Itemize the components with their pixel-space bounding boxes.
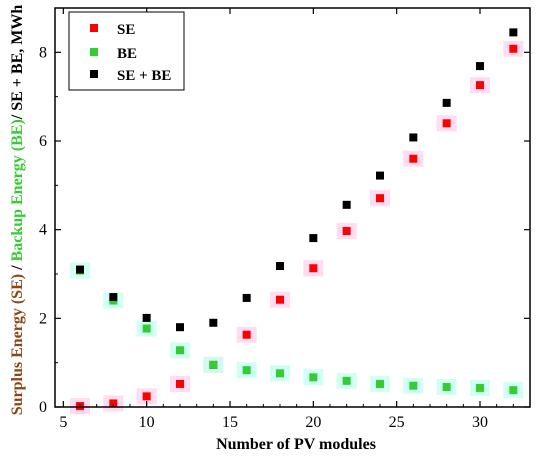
tick-labels: 5 10 15 20 25 30 0 2 4 6 8 [39, 44, 488, 431]
legend-box [68, 11, 185, 91]
data-point-se [476, 81, 484, 90]
data-point-se [109, 399, 118, 408]
data-point-be [376, 379, 384, 388]
data-point-se [142, 392, 151, 401]
data-point-se-be [76, 265, 84, 274]
data-point-be [209, 360, 218, 369]
legend-label-be: BE [117, 46, 137, 62]
x-tick-label: 10 [139, 414, 155, 431]
data-point-se [509, 44, 518, 53]
data-point-be [276, 369, 284, 378]
data-point-be [342, 376, 351, 385]
data-point-se [242, 330, 251, 339]
legend-marker-be [90, 48, 98, 56]
y-axis-title-rest: / SE + BE, MWh [9, 5, 26, 121]
data-points [70, 28, 524, 415]
data-point-se [309, 264, 318, 273]
y-tick-label: 4 [39, 222, 47, 239]
data-point-se-be [309, 234, 318, 243]
legend-marker-se-be [90, 70, 98, 78]
data-point-se-be [276, 262, 284, 271]
x-tick-label: 20 [305, 414, 321, 431]
data-point-se-be [142, 313, 151, 322]
data-point-se [409, 154, 418, 163]
axes [54, 7, 531, 408]
data-point-se-be [376, 171, 384, 180]
data-point-se-be [509, 28, 518, 37]
data-point-be [409, 381, 418, 390]
data-point-se-be [442, 98, 451, 107]
data-point-be [242, 366, 251, 375]
data-point-be [442, 383, 451, 392]
y-axis-title-be: Backup Energy (BE) [9, 119, 26, 261]
data-point-se-be [176, 323, 184, 332]
x-axis-title: Number of PV modules [216, 436, 376, 453]
x-tick-label: 15 [222, 414, 238, 431]
x-tick-label: 30 [472, 414, 488, 431]
data-point-se-be [242, 293, 251, 302]
data-point-se-be [209, 318, 218, 327]
legend-label-se-be: SE + BE [117, 68, 171, 84]
data-point-be [309, 373, 318, 382]
data-point-se [442, 119, 451, 128]
data-point-se [176, 379, 184, 388]
data-point-se [342, 226, 351, 235]
data-point-se-be [109, 293, 118, 302]
legend-label-se: SE [117, 22, 135, 38]
y-tick-label: 2 [39, 310, 47, 327]
y-axis-title-sep: / [9, 261, 26, 273]
y-tick-label: 8 [39, 44, 47, 61]
data-point-be [509, 386, 518, 395]
x-tick-label: 5 [59, 414, 67, 431]
legend-marker-se [90, 24, 98, 32]
data-point-be [176, 346, 184, 355]
data-point-se-be [342, 200, 351, 209]
y-axis-title: Surplus Energy (SE) / Backup Energy (BE)… [9, 5, 26, 416]
data-point-be [476, 383, 484, 392]
data-point-be [142, 324, 151, 333]
plot-frame [54, 7, 531, 408]
legend: SE BE SE + BE [68, 11, 185, 91]
y-tick-label: 6 [39, 133, 47, 150]
y-tick-label: 0 [39, 399, 47, 416]
data-point-se [376, 194, 384, 203]
data-point-se-be [476, 62, 484, 71]
data-point-se [276, 295, 284, 304]
data-point-se-be [409, 133, 418, 142]
x-tick-label: 25 [389, 414, 405, 431]
y-axis-title-se: Surplus Energy (SE) [9, 274, 26, 415]
